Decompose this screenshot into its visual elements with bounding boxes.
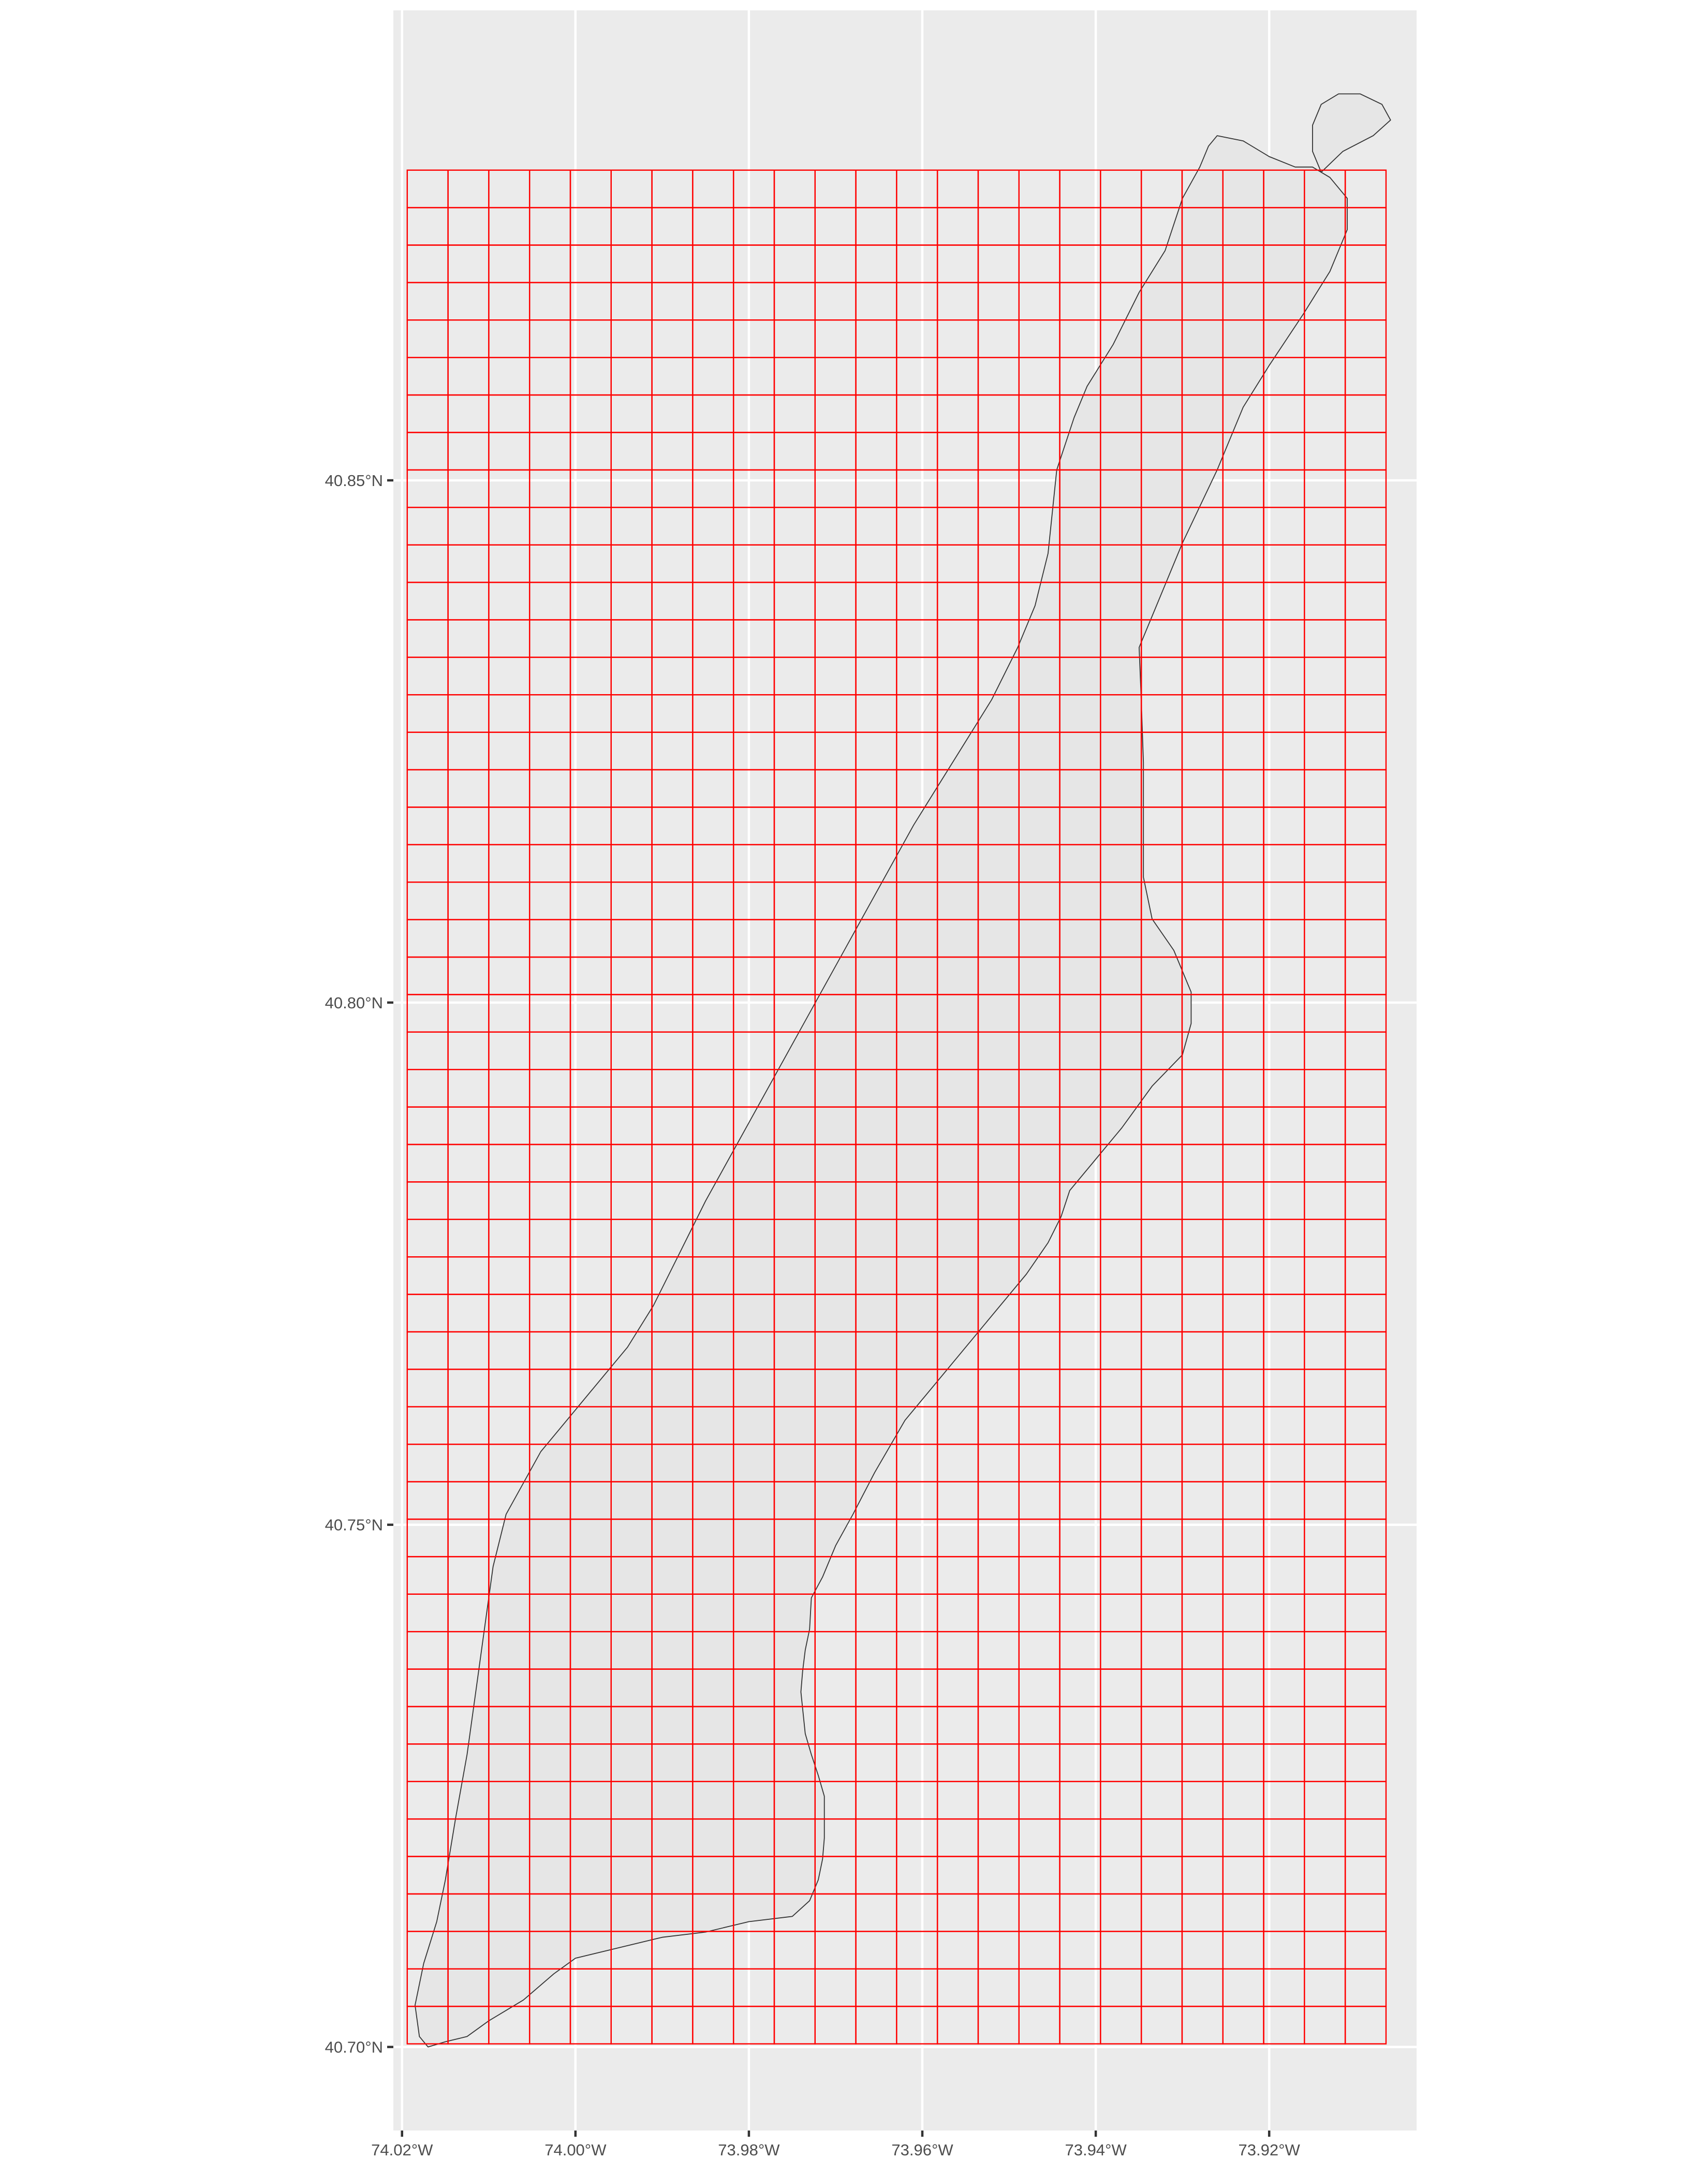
red-overlay-grid bbox=[406, 169, 1387, 2045]
y-tick-label: 40.70°N bbox=[325, 2038, 383, 2057]
x-tick-label: 74.02°W bbox=[371, 2141, 433, 2159]
y-tick-label: 40.85°N bbox=[325, 472, 383, 490]
marble-hill bbox=[1312, 93, 1391, 173]
grid-cell bbox=[1344, 169, 1387, 209]
y-axis-latitude: 40.70°N 40.75°N 40.80°N 40.85°N bbox=[325, 472, 393, 2057]
x-tick-label: 73.96°W bbox=[891, 2141, 953, 2159]
x-tick-label: 74.00°W bbox=[544, 2141, 607, 2159]
x-tick-label: 73.98°W bbox=[718, 2141, 780, 2159]
x-axis-longitude: 74.02°W 74.00°W 73.98°W 73.96°W 73.94°W 73.92… bbox=[371, 2131, 1301, 2159]
x-tick-label: 73.92°W bbox=[1239, 2141, 1301, 2159]
y-tick-label: 40.80°N bbox=[325, 994, 383, 1012]
x-tick-label: 73.94°W bbox=[1065, 2141, 1127, 2159]
y-tick-label: 40.75°N bbox=[325, 1516, 383, 1534]
manhattan-land bbox=[415, 93, 1391, 2048]
